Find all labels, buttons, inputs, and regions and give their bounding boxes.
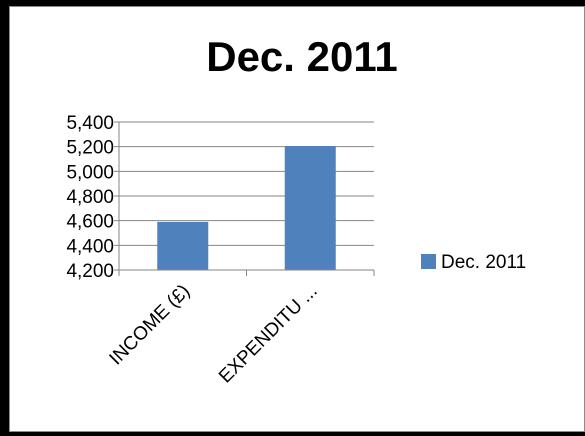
x-axis-category-labels: INCOME (£) EXPENDITU ... [106, 281, 322, 388]
legend-label: Dec. 2011 [441, 252, 526, 273]
legend: Dec. 2011 [421, 252, 526, 273]
x-category-label: EXPENDITU ... [215, 281, 322, 388]
y-tick-label: 4,600 [66, 212, 114, 233]
y-tick-label: 5,200 [66, 138, 114, 159]
y-axis-tick-labels: 5,400 5,200 5,000 4,800 4,600 4,400 4,200 [66, 113, 114, 282]
y-tick-label: 4,200 [66, 261, 114, 282]
chart-title: Dec. 2011 [206, 33, 398, 80]
bar [157, 221, 209, 270]
axes [114, 121, 375, 276]
bar [284, 146, 336, 270]
y-tick-label: 4,800 [66, 187, 114, 208]
y-tick-label: 5,400 [66, 113, 114, 134]
y-tick-label: 5,000 [66, 162, 114, 183]
x-category-label: INCOME (£) [106, 281, 195, 370]
y-tick-label: 4,400 [66, 236, 114, 257]
legend-swatch [421, 254, 436, 269]
bars [157, 146, 336, 270]
